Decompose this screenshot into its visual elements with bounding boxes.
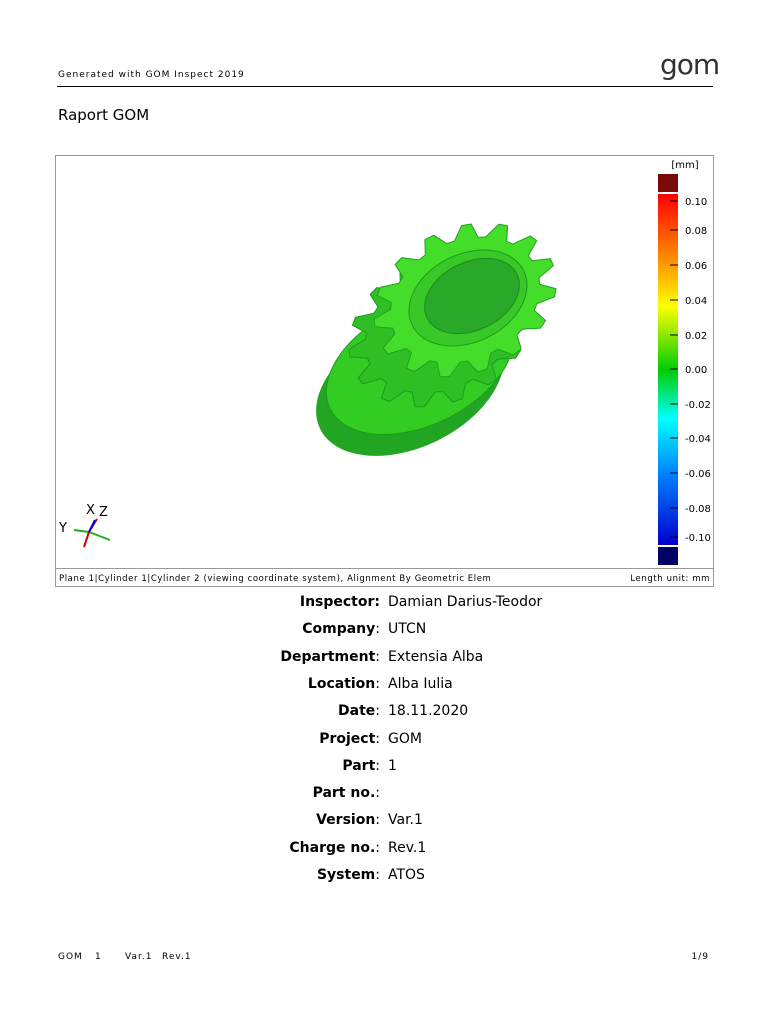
info-label: Part no.: bbox=[313, 785, 380, 801]
info-value: Var.1 bbox=[388, 812, 423, 829]
scale-label: 0.00 bbox=[685, 365, 707, 376]
scale-label: 0.10 bbox=[685, 197, 707, 208]
info-label: Date: bbox=[338, 703, 380, 719]
label-sep: : bbox=[375, 757, 380, 774]
unit-label: [mm] bbox=[671, 160, 698, 171]
scale-label: -0.04 bbox=[685, 434, 711, 445]
scale-label: 0.08 bbox=[685, 226, 707, 237]
info-label: Location: bbox=[308, 676, 380, 692]
label-text: Location bbox=[307, 675, 376, 692]
scale-under bbox=[658, 547, 678, 565]
info-value: Damian Darius-Teodor bbox=[388, 594, 543, 610]
info-row: Part: 1 bbox=[0, 758, 768, 778]
info-row: Location: Alba Iulia bbox=[0, 676, 768, 696]
label-sep: : bbox=[375, 730, 380, 747]
info-row: Department: Extensia Alba bbox=[0, 649, 768, 669]
logo: gom bbox=[660, 48, 720, 81]
info-label: Inspector: bbox=[300, 594, 380, 610]
scale-label: 0.02 bbox=[685, 331, 707, 342]
info-value: GOM bbox=[388, 730, 422, 747]
scale-label: 0.04 bbox=[685, 296, 707, 307]
scale-label: -0.10 bbox=[685, 533, 711, 544]
bore bbox=[424, 257, 520, 335]
label-text: Date bbox=[338, 703, 376, 720]
color-scale bbox=[658, 194, 678, 545]
gear-model bbox=[316, 223, 557, 456]
label-text: Part no. bbox=[312, 785, 376, 802]
label-sep: : bbox=[375, 621, 380, 638]
page-number: 1/9 bbox=[691, 952, 709, 962]
figure: [mm] 0.10 0.08 0.06 0.04 0.02 0.00 -0.02 -0.04 -… bbox=[55, 155, 714, 587]
header-rule bbox=[57, 86, 713, 87]
info-label: Project: bbox=[319, 731, 380, 747]
label-text: Company bbox=[302, 621, 376, 638]
scale-label: 0.06 bbox=[685, 261, 707, 272]
scale-over bbox=[658, 174, 678, 192]
label-text: Project bbox=[319, 730, 376, 747]
info-label: Company: bbox=[302, 621, 380, 637]
label-sep: : bbox=[375, 839, 380, 856]
scale-label: -0.02 bbox=[685, 400, 711, 411]
report-title: Raport GOM bbox=[58, 106, 150, 124]
label-sep: : bbox=[375, 648, 380, 665]
info-value: UTCN bbox=[388, 621, 427, 638]
info-value: Alba Iulia bbox=[388, 675, 453, 692]
info-row: System: ATOS bbox=[0, 867, 768, 887]
label-text: Department bbox=[280, 648, 376, 665]
info-label: Charge no.: bbox=[289, 840, 380, 856]
info-value: 18.11.2020 bbox=[388, 703, 469, 720]
footer-item: GOM bbox=[58, 952, 83, 962]
generated-note: Generated with GOM Inspect 2019 bbox=[58, 70, 245, 80]
label-sep: : bbox=[375, 703, 380, 720]
info-row: Charge no.: Rev.1 bbox=[0, 840, 768, 860]
info-row: Date: 18.11.2020 bbox=[0, 703, 768, 723]
info-row: Company: UTCN bbox=[0, 621, 768, 641]
info-row: Part no.: bbox=[0, 785, 768, 805]
label-text: Inspector: bbox=[299, 594, 380, 610]
label-text: Charge no. bbox=[289, 839, 376, 856]
info-row: Version: Var.1 bbox=[0, 812, 768, 832]
label-sep: : bbox=[375, 785, 380, 802]
length-unit: Length unit: mm bbox=[630, 574, 710, 584]
axis-z: Z bbox=[99, 505, 108, 520]
caption-clip bbox=[494, 570, 614, 585]
axis-y: Y bbox=[58, 521, 67, 536]
footer-item: Var.1 bbox=[125, 952, 153, 962]
info-label: System: bbox=[317, 867, 380, 883]
scale-label: -0.06 bbox=[685, 469, 711, 480]
info-value: Extensia Alba bbox=[388, 648, 484, 665]
label-sep: : bbox=[375, 867, 380, 883]
axis-x: X bbox=[86, 503, 95, 518]
footer-item: Rev.1 bbox=[162, 952, 192, 962]
label-sep: : bbox=[375, 812, 380, 829]
footer-item: 1 bbox=[95, 952, 102, 962]
label-text: System bbox=[316, 867, 376, 883]
info-row: Inspector: Damian Darius-Teodor bbox=[0, 594, 768, 614]
info-label: Version: bbox=[316, 812, 380, 828]
info-value: 1 bbox=[388, 757, 397, 774]
info-label: Department: bbox=[280, 649, 380, 665]
figure-caption: Plane 1|Cylinder 1|Cylinder 2 (viewing c… bbox=[59, 574, 491, 584]
info-row: Project: GOM bbox=[0, 731, 768, 751]
scale-label: -0.08 bbox=[685, 504, 711, 515]
info-label: Part: bbox=[342, 758, 380, 774]
info-value: Rev.1 bbox=[388, 839, 427, 856]
label-text: Part bbox=[342, 757, 376, 774]
axis-triad bbox=[73, 518, 111, 548]
info-value: ATOS bbox=[388, 867, 425, 883]
label-sep: : bbox=[375, 675, 380, 692]
label-text: Version bbox=[316, 812, 376, 829]
